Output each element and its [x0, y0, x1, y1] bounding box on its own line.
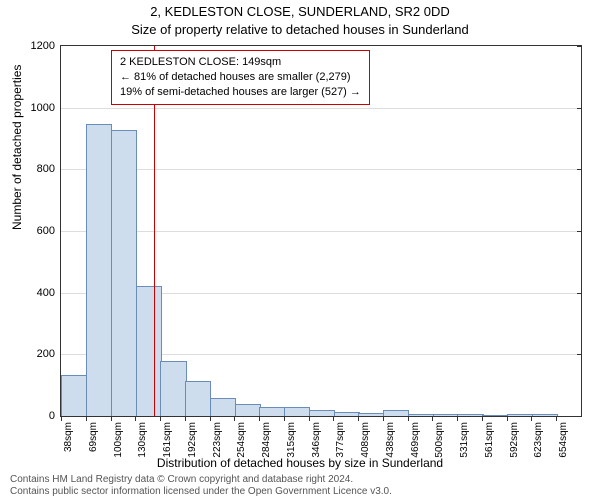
xtick-label: 561sqm [484, 422, 495, 458]
histogram-bar [457, 414, 483, 416]
xtick-mark [507, 416, 508, 421]
xtick-mark [383, 416, 384, 421]
annotation-line: 2 KEDLESTON CLOSE: 149sqm [120, 55, 361, 70]
annotation-line: 19% of semi-detached houses are larger (… [120, 85, 361, 100]
histogram-bar [383, 410, 409, 416]
ytick-label: 200 [37, 348, 61, 360]
plot-area: 02004006008001000120038sqm69sqm100sqm130… [60, 45, 582, 417]
histogram-bar [210, 398, 236, 416]
ytick-label: 600 [37, 225, 61, 237]
histogram-bar [358, 413, 384, 416]
annotation-line: ← 81% of detached houses are smaller (2,… [120, 70, 361, 85]
histogram-bar [61, 375, 87, 416]
ytick-mark [577, 108, 582, 109]
xtick-mark [111, 416, 112, 421]
footnote-line2: Contains public sector information licen… [10, 486, 392, 498]
xtick-label: 592sqm [509, 422, 520, 458]
histogram-bar [309, 410, 335, 416]
xtick-mark [309, 416, 310, 421]
histogram-bar [334, 412, 360, 416]
xtick-mark [556, 416, 557, 421]
ytick-label: 1000 [31, 102, 61, 114]
xtick-mark [358, 416, 359, 421]
ytick-label: 800 [37, 163, 61, 175]
xtick-label: 346sqm [311, 422, 322, 458]
xtick-label: 315sqm [286, 422, 297, 458]
xtick-mark [185, 416, 186, 421]
chart-title-main: 2, KEDLESTON CLOSE, SUNDERLAND, SR2 0DD [0, 4, 600, 19]
xtick-label: 161sqm [162, 422, 173, 458]
xtick-mark [482, 416, 483, 421]
xtick-mark [457, 416, 458, 421]
histogram-bar [532, 414, 558, 416]
xtick-label: 377sqm [335, 422, 346, 458]
xtick-mark [408, 416, 409, 421]
ytick-mark [577, 293, 582, 294]
ytick-label: 1200 [31, 40, 61, 52]
ytick-mark [577, 354, 582, 355]
xtick-mark [259, 416, 260, 421]
xtick-mark [160, 416, 161, 421]
histogram-bar [235, 404, 261, 416]
histogram-bar [160, 361, 186, 416]
ytick-label: 400 [37, 287, 61, 299]
histogram-bar [433, 414, 459, 416]
xtick-mark [210, 416, 211, 421]
gridline [61, 169, 581, 170]
xtick-label: 223sqm [212, 422, 223, 458]
xtick-label: 38sqm [63, 422, 74, 452]
annotation-box: 2 KEDLESTON CLOSE: 149sqm← 81% of detach… [111, 50, 370, 105]
xtick-label: 654sqm [558, 422, 569, 458]
xtick-label: 469sqm [410, 422, 421, 458]
histogram-bar [284, 407, 310, 416]
ytick-mark [577, 416, 582, 417]
ytick-label: 0 [49, 410, 61, 422]
xtick-label: 192sqm [187, 422, 198, 458]
histogram-bar [136, 286, 162, 417]
xtick-label: 69sqm [88, 422, 99, 452]
histogram-bar [408, 414, 434, 416]
xtick-label: 254sqm [236, 422, 247, 458]
histogram-bar [259, 407, 285, 416]
xtick-label: 438sqm [385, 422, 396, 458]
xtick-mark [284, 416, 285, 421]
ytick-mark [577, 169, 582, 170]
xtick-label: 100sqm [113, 422, 124, 458]
xtick-label: 130sqm [137, 422, 148, 458]
xtick-label: 623sqm [533, 422, 544, 458]
xtick-mark [135, 416, 136, 421]
xtick-mark [61, 416, 62, 421]
gridline [61, 231, 581, 232]
footnote-line1: Contains HM Land Registry data © Crown c… [10, 474, 392, 486]
histogram-bar [507, 414, 533, 416]
histogram-bar [111, 130, 137, 416]
xtick-mark [86, 416, 87, 421]
ytick-mark [577, 46, 582, 47]
chart-container: 2, KEDLESTON CLOSE, SUNDERLAND, SR2 0DD … [0, 0, 600, 500]
xtick-label: 531sqm [459, 422, 470, 458]
xtick-mark [333, 416, 334, 421]
xtick-label: 500sqm [434, 422, 445, 458]
xtick-mark [531, 416, 532, 421]
xtick-mark [234, 416, 235, 421]
y-axis-label: Number of detached properties [10, 65, 24, 230]
x-axis-label: Distribution of detached houses by size … [0, 456, 600, 470]
xtick-label: 284sqm [261, 422, 272, 458]
chart-title-sub: Size of property relative to detached ho… [0, 22, 600, 37]
xtick-mark [432, 416, 433, 421]
ytick-mark [577, 231, 582, 232]
histogram-bar [86, 124, 112, 416]
histogram-bar [185, 381, 211, 416]
histogram-bar [482, 415, 508, 416]
gridline [61, 108, 581, 109]
xtick-label: 408sqm [360, 422, 371, 458]
footnote: Contains HM Land Registry data © Crown c… [10, 474, 392, 498]
